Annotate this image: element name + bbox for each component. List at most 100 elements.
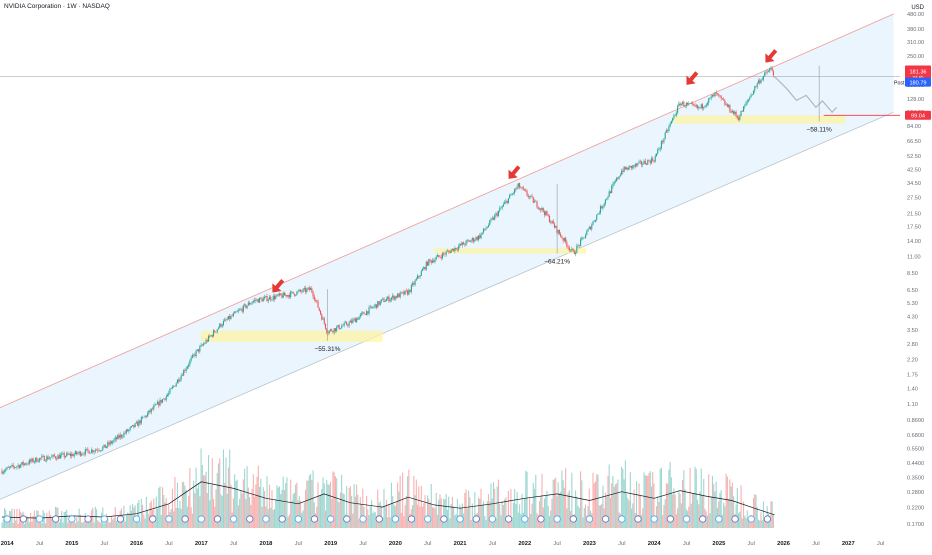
volume-bar-301 xyxy=(375,515,378,528)
candle-body-541 xyxy=(674,115,676,116)
event-marker-16[interactable] xyxy=(262,515,270,523)
candle-body-12 xyxy=(16,466,18,468)
event-marker-46[interactable] xyxy=(747,515,755,523)
event-marker-24[interactable] xyxy=(391,515,399,523)
volume-bar-218 xyxy=(272,510,274,528)
event-marker-17[interactable] xyxy=(278,515,286,523)
event-marker-37[interactable] xyxy=(602,515,610,523)
event-marker-44[interactable] xyxy=(715,515,723,523)
candle-body-354 xyxy=(441,253,444,259)
event-marker-28[interactable] xyxy=(456,515,464,523)
candle-body-409 xyxy=(510,194,512,196)
volume-bar-364 xyxy=(454,515,456,528)
volume-bar-462 xyxy=(576,496,578,528)
event-marker-25[interactable] xyxy=(407,515,416,523)
volume-bar-363 xyxy=(453,506,455,528)
volume-bar-58 xyxy=(73,520,75,528)
event-marker-26[interactable] xyxy=(424,515,432,523)
volume-bar-343 xyxy=(428,498,430,528)
volume-bar-144 xyxy=(180,508,182,528)
candle-body-134 xyxy=(168,392,170,395)
volume-bar-142 xyxy=(178,507,180,528)
event-marker-23[interactable] xyxy=(375,515,383,523)
event-marker-22[interactable] xyxy=(359,515,367,523)
volume-bar-584 xyxy=(728,498,730,528)
event-marker-10[interactable] xyxy=(165,515,173,523)
candle-body-580 xyxy=(723,99,725,101)
volume-bar-287 xyxy=(358,519,360,528)
volume-bar-250 xyxy=(312,470,314,528)
event-marker-13[interactable] xyxy=(213,515,222,523)
candle-body-399 xyxy=(497,211,499,216)
volume-bar-22 xyxy=(28,522,30,528)
event-marker-30[interactable] xyxy=(488,515,497,523)
volume-bar-8 xyxy=(11,508,13,528)
top-arrow-0 xyxy=(272,279,285,293)
event-marker-40[interactable] xyxy=(650,515,658,523)
candle-body-293 xyxy=(366,311,368,315)
event-marker-5[interactable] xyxy=(84,515,92,523)
volume-bar-232 xyxy=(290,479,292,528)
candle-body-292 xyxy=(364,314,366,315)
event-marker-29[interactable] xyxy=(472,515,480,523)
event-marker-19[interactable] xyxy=(310,515,319,523)
candle-body-284 xyxy=(354,318,356,323)
candle-body-274 xyxy=(342,325,344,327)
volume-bar-587 xyxy=(731,482,733,528)
event-marker-36[interactable] xyxy=(585,515,594,523)
event-marker-3[interactable] xyxy=(52,515,60,523)
event-marker-14[interactable] xyxy=(230,515,238,523)
volume-bar-151 xyxy=(189,468,191,528)
candle-body-254 xyxy=(317,301,319,308)
event-marker-27[interactable] xyxy=(440,515,448,523)
event-marker-2[interactable] xyxy=(35,515,44,523)
volume-bar-148 xyxy=(185,490,187,528)
event-marker-32[interactable] xyxy=(521,515,529,523)
event-marker-31[interactable] xyxy=(505,515,513,523)
volume-bar-270 xyxy=(337,500,339,528)
event-marker-1[interactable] xyxy=(19,515,27,523)
candle-body-356 xyxy=(444,253,446,255)
candle-body-470 xyxy=(586,231,588,236)
top-arrow-head-0 xyxy=(272,283,282,293)
event-marker-18[interactable] xyxy=(294,515,302,523)
volume-bar-603 xyxy=(751,518,753,528)
event-marker-38[interactable] xyxy=(618,515,626,523)
event-marker-47[interactable] xyxy=(763,515,772,523)
channel-upper-line xyxy=(0,13,894,409)
event-marker-9[interactable] xyxy=(149,515,157,523)
event-marker-42[interactable] xyxy=(682,515,691,523)
volume-bar-114 xyxy=(143,514,145,528)
volume-bar-548 xyxy=(683,470,685,528)
event-marker-12[interactable] xyxy=(197,515,205,523)
event-marker-35[interactable] xyxy=(569,515,577,523)
event-marker-34[interactable] xyxy=(553,515,561,523)
time-axis[interactable]: 2014 Jul 2015 Jul 2016 Jul 2017 Jul 2018 Jul 2019 J… xyxy=(1,541,885,547)
event-marker-7[interactable] xyxy=(116,515,125,523)
candle-body-508 xyxy=(633,165,635,167)
candle-body-535 xyxy=(667,130,669,131)
event-marker-20[interactable] xyxy=(327,515,335,523)
candle-body-312 xyxy=(389,299,391,302)
candle-body-548 xyxy=(683,101,685,107)
event-marker-33[interactable] xyxy=(537,515,545,523)
price-axis[interactable]: 480.00380.00310.00250.00200.00159.00128.… xyxy=(907,12,924,528)
event-marker-6[interactable] xyxy=(100,515,108,523)
event-marker-43[interactable] xyxy=(699,515,707,523)
event-marker-0[interactable] xyxy=(3,515,11,523)
event-marker-11[interactable] xyxy=(181,515,189,523)
event-marker-45[interactable] xyxy=(731,515,739,523)
volume-bar-119 xyxy=(149,502,151,528)
event-marker-4[interactable] xyxy=(68,515,76,523)
volume-bar-51 xyxy=(64,511,67,528)
candle-body-553 xyxy=(689,103,691,105)
event-marker-8[interactable] xyxy=(132,515,141,523)
event-marker-15[interactable] xyxy=(246,515,254,523)
event-marker-39[interactable] xyxy=(634,515,642,523)
volume-bar-216 xyxy=(270,507,272,528)
candle-body-139 xyxy=(174,385,176,387)
event-marker-41[interactable] xyxy=(666,515,674,523)
event-marker-21[interactable] xyxy=(343,515,351,523)
